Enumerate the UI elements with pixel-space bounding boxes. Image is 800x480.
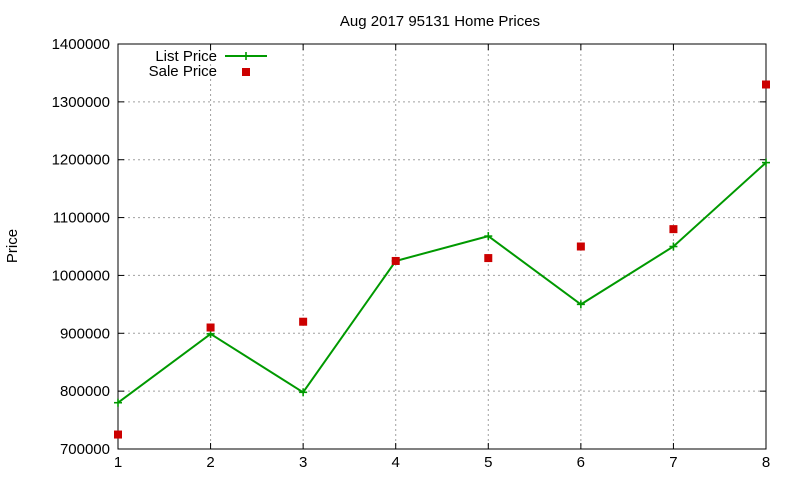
y-tick-label: 800000: [60, 383, 110, 400]
y-tick-label: 1400000: [52, 36, 110, 53]
x-tick-label: 4: [392, 454, 400, 471]
list-price-point: [114, 398, 122, 407]
y-tick-label: 1000000: [52, 267, 110, 284]
series-layer: [114, 80, 770, 439]
x-tick-label: 5: [484, 454, 492, 471]
y-tick-label: 900000: [60, 325, 110, 342]
list-price-point: [762, 158, 770, 167]
x-tick-label: 2: [206, 454, 214, 471]
y-tick-label: 1200000: [52, 152, 110, 169]
x-tick-label: 7: [669, 454, 677, 471]
x-tick-label: 1: [114, 454, 122, 471]
sale-price-point: [576, 242, 585, 251]
grid: [118, 44, 766, 449]
y-tick-label: 700000: [60, 441, 110, 458]
sale-price-point: [206, 323, 215, 332]
legend-label-list-price: List Price: [155, 48, 217, 65]
sale-price-point: [669, 225, 678, 234]
sale-price-point: [114, 430, 122, 439]
legend-label-sale-price: Sale Price: [149, 63, 217, 80]
legend-marker-sale-price: [242, 68, 250, 76]
legend-plus-glyph: [242, 52, 250, 60]
plot-frame: [117, 43, 767, 450]
list-price-point: [576, 300, 585, 309]
chart-title: Aug 2017 95131 Home Prices: [340, 13, 540, 30]
axis-ticks: 700000 800000 900000 1000000 1100000 1200000 1…: [52, 36, 771, 471]
list-price-point: [484, 232, 493, 241]
legend-marker-list-price: [242, 52, 250, 60]
x-tick-label: 3: [299, 454, 307, 471]
list-price-line: [117, 161, 767, 404]
x-tick-label: 6: [577, 454, 585, 471]
y-tick-label: 1300000: [52, 94, 110, 111]
sale-price-point: [299, 317, 308, 326]
y-axis-label: Price: [4, 229, 21, 263]
y-tick-label: 1100000: [53, 210, 110, 227]
x-tick-label: 8: [762, 454, 770, 471]
list-price-point: [669, 242, 678, 251]
list-price-point: [299, 388, 308, 397]
sale-price-point: [762, 80, 770, 89]
sale-price-point: [484, 254, 493, 263]
legend: List Price Sale Price: [149, 48, 267, 80]
sale-price-point: [391, 256, 400, 265]
